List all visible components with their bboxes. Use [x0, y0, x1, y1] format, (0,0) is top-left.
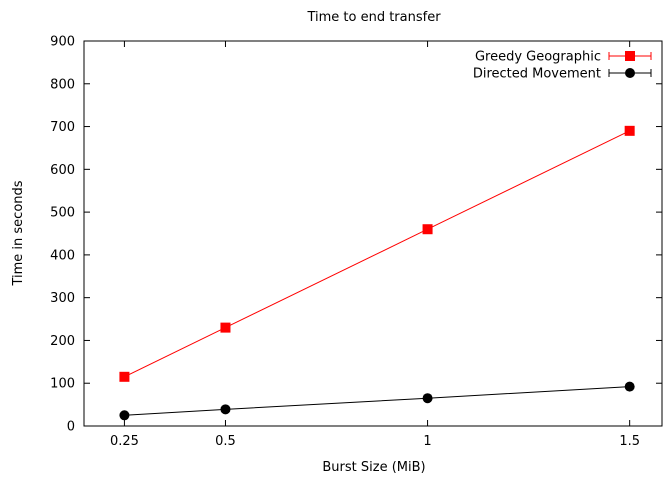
series-layer: [119, 125, 635, 421]
axis-ticks: 0 100 200 300 400 500 600 700 800 900 0.25 0.5 1 1.5: [50, 35, 662, 449]
legend: Greedy Geographic Directed Movement: [473, 50, 652, 82]
data-point-square: [220, 322, 231, 333]
x-tick-label: 1: [423, 434, 431, 449]
y-tick-label: 800: [50, 77, 75, 92]
y-tick-label: 0: [67, 420, 75, 435]
y-tick-label: 500: [50, 206, 75, 221]
y-tick-label: 600: [50, 163, 75, 178]
data-point-circle: [422, 393, 433, 404]
legend-label: Greedy Geographic: [475, 50, 601, 65]
legend-marker-square: [625, 51, 635, 61]
legend-label: Directed Movement: [473, 67, 601, 82]
data-point-square: [624, 125, 635, 136]
series-line: [124, 386, 630, 416]
y-tick-label: 300: [50, 291, 75, 306]
y-axis-label: Time in seconds: [11, 180, 26, 286]
y-tick-label: 400: [50, 248, 75, 263]
data-point-square: [119, 371, 130, 382]
data-point-circle: [624, 381, 635, 392]
data-point-circle: [220, 404, 231, 415]
legend-marker-circle: [625, 68, 635, 78]
data-point-square: [422, 224, 433, 235]
chart-title: Time to end transfer: [306, 10, 441, 25]
y-tick-label: 900: [50, 35, 75, 50]
data-point-circle: [119, 410, 130, 421]
y-tick-label: 100: [50, 377, 75, 392]
series-0: [119, 125, 635, 382]
y-tick-label: 200: [50, 334, 75, 349]
x-tick-label: 0.25: [110, 434, 139, 449]
plot-frame: [83, 40, 663, 427]
x-tick-label: 0.5: [215, 434, 236, 449]
x-axis-label: Burst Size (MiB): [322, 460, 425, 475]
series-line: [124, 130, 630, 378]
y-tick-label: 700: [50, 120, 75, 135]
x-tick-label: 1.5: [619, 434, 640, 449]
series-1: [119, 381, 635, 421]
